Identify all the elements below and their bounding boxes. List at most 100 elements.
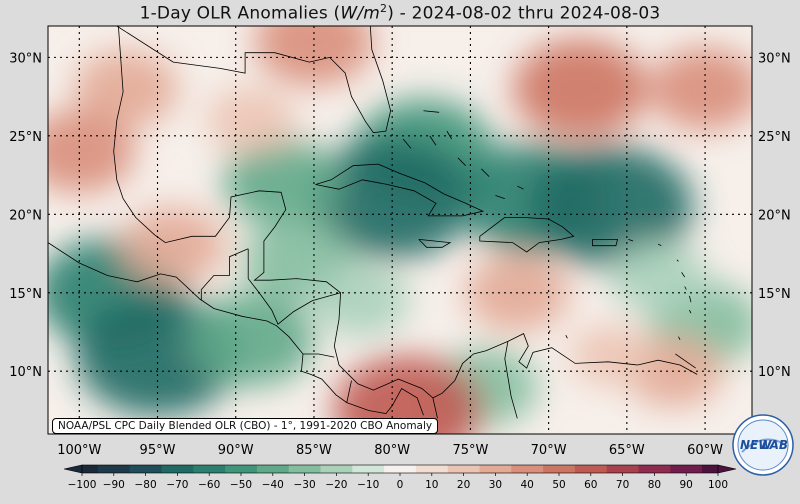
colorbar-tick-label: −50 xyxy=(230,479,252,491)
logo-text-left: NEW xyxy=(740,438,772,452)
colorbar-swatch xyxy=(304,465,321,473)
lon-label: 60°W xyxy=(687,443,723,458)
lon-label: 70°W xyxy=(531,443,567,458)
colorbar-swatch xyxy=(606,465,624,473)
coastline-venezuela-border xyxy=(504,341,518,419)
island xyxy=(678,336,681,341)
colorbar-tick-label: 0 xyxy=(397,479,404,491)
lat-label-right: 25°N xyxy=(758,130,791,145)
colorbar-swatch xyxy=(638,465,655,473)
lon-label: 100°W xyxy=(57,443,101,458)
island xyxy=(657,243,662,247)
lat-labels: 30°N 30°N 25°N 25°N 20°N 20°N 15°N 15°N 10°N 10°N xyxy=(9,51,791,380)
logo-text-right: LAB xyxy=(762,438,788,452)
anomaly-blob xyxy=(609,241,707,313)
island xyxy=(446,130,452,140)
lat-label-right: 15°N xyxy=(758,287,791,302)
coastline-cuba xyxy=(315,163,485,217)
new-lab-logo: NEW LAB xyxy=(732,414,794,476)
colorbar-swatch xyxy=(686,465,703,473)
island xyxy=(481,168,490,177)
colorbar-swatch xyxy=(447,465,465,473)
colorbar-swatch xyxy=(288,465,306,473)
island xyxy=(675,353,696,369)
colorbar-tick-label: −40 xyxy=(262,479,284,491)
lat-label-left: 15°N xyxy=(9,287,42,302)
anomaly-blob xyxy=(121,207,226,285)
colorbar-tick-label: 70 xyxy=(616,479,629,491)
coastline-jamaica xyxy=(418,239,452,248)
island xyxy=(689,309,692,314)
coastline-pacific-coast xyxy=(48,242,424,416)
colorbar-swatch xyxy=(193,465,210,473)
colorbar-tick-label: 80 xyxy=(648,479,661,491)
anomaly-blob xyxy=(312,264,410,337)
island xyxy=(429,135,437,146)
coastline-colombia-border xyxy=(432,397,438,419)
colorbar-swatch xyxy=(368,465,385,473)
coastline-panama-border xyxy=(346,380,352,403)
colorbar-swatch xyxy=(574,465,592,473)
colorbar-tick-label: −10 xyxy=(357,479,379,491)
colorbar-swatch xyxy=(336,465,353,473)
coastline-gulf-coast xyxy=(113,26,698,399)
anomaly-blob xyxy=(48,110,135,193)
colorbar-tick-label: 60 xyxy=(584,479,597,491)
colorbar-tick-label: 10 xyxy=(425,479,438,491)
graticule xyxy=(48,26,752,434)
colorbar: −100 −90 −80 −70 −60 −50 −40 −30 −20 −10 0 10 20 30 40… xyxy=(63,464,737,491)
lon-label: 65°W xyxy=(609,443,645,458)
colorbar-swatch xyxy=(463,465,480,473)
colorbar-swatch xyxy=(670,465,687,473)
lon-label: 85°W xyxy=(296,443,332,458)
coastline-guatemala-border xyxy=(200,248,249,301)
anomaly-blob xyxy=(310,138,474,260)
lat-label-left: 30°N xyxy=(9,51,42,66)
colorbar-tick-label: −30 xyxy=(294,479,316,491)
island xyxy=(457,157,466,166)
colorbar-swatch xyxy=(559,465,576,473)
island xyxy=(517,185,524,190)
lat-label-right: 30°N xyxy=(758,51,791,66)
colorbar-tick-label: 40 xyxy=(521,479,534,491)
anomaly-blob xyxy=(254,26,374,86)
island xyxy=(423,110,440,113)
colorbar-swatch xyxy=(256,465,274,473)
island xyxy=(676,259,679,262)
coastline-hispaniola xyxy=(479,216,575,253)
colorbar-swatch xyxy=(209,465,226,473)
colorbar-tick-label: 30 xyxy=(489,479,502,491)
colorbar-swatch xyxy=(702,465,719,473)
colorbar-swatch xyxy=(225,465,242,473)
data-credit: NOAA/PSL CPC Daily Blended OLR (CBO) - 1… xyxy=(52,418,439,434)
anomaly-blob xyxy=(206,87,296,154)
colorbar-swatch xyxy=(97,465,115,473)
colorbar-swatch xyxy=(352,465,369,473)
colorbar-swatch xyxy=(400,465,417,473)
lat-label-right: 10°N xyxy=(758,365,791,380)
colorbar-tick-label: −90 xyxy=(103,479,125,491)
colorbar-swatch xyxy=(431,465,449,473)
colorbar-tick-label: −70 xyxy=(166,479,188,491)
anomaly-blob xyxy=(74,50,179,128)
anomaly-blob xyxy=(570,325,653,386)
colorbar-tick-label: 90 xyxy=(680,479,693,491)
lat-label-left: 25°N xyxy=(9,130,42,145)
lat-label-left: 10°N xyxy=(9,365,42,380)
colorbar-tick-label: 100 xyxy=(708,479,728,491)
map-title: 1-Day OLR Anomalies (W/m2) - 2024-08-02 … xyxy=(139,2,661,24)
colorbar-tick-label: 20 xyxy=(457,479,470,491)
colorbar-tick-label: −60 xyxy=(198,479,220,491)
colorbar-tick-label: −20 xyxy=(325,479,347,491)
colorbar-swatch xyxy=(177,465,194,473)
lat-label-right: 20°N xyxy=(758,208,791,223)
map-frame xyxy=(47,25,753,435)
colorbar-swatch xyxy=(479,465,496,473)
coastline-nicaragua-border xyxy=(303,353,335,358)
colorbar-swatch xyxy=(622,465,639,473)
colorbar-swatch xyxy=(241,465,258,473)
coastline-puerto-rico xyxy=(592,238,619,247)
colorbar-min-extend xyxy=(63,464,83,474)
